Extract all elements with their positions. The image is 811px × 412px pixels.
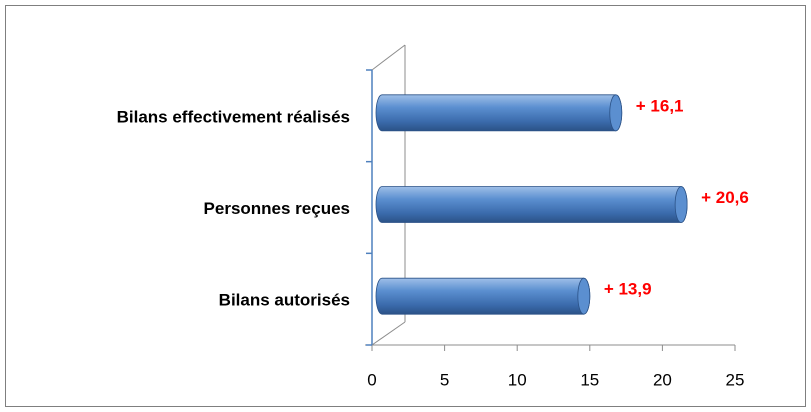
x-tick-label: 10	[508, 370, 527, 389]
bar	[375, 277, 591, 315]
value-label: + 20,6	[701, 188, 749, 207]
category-label: Bilans effectivement réalisés	[117, 107, 350, 126]
bar	[375, 186, 688, 223]
bar-cap	[674, 186, 688, 223]
category-label: Bilans autorisés	[219, 291, 350, 310]
bar-cap	[609, 94, 623, 132]
value-label: + 13,9	[604, 280, 652, 299]
bar	[375, 94, 623, 132]
x-tick-label: 25	[726, 370, 745, 389]
x-tick-label: 5	[440, 370, 449, 389]
x-tick-label: 0	[367, 370, 376, 389]
category-label: Personnes reçues	[204, 199, 350, 218]
x-tick-label: 15	[580, 370, 599, 389]
value-label: + 16,1	[636, 96, 684, 115]
bar-cap	[577, 277, 591, 315]
x-tick-label: 20	[653, 370, 672, 389]
back-wall	[371, 44, 406, 346]
